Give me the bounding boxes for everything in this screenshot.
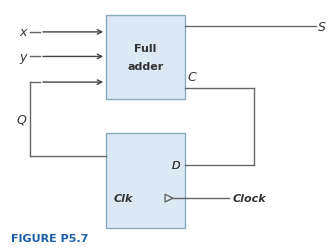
Text: Clock: Clock — [233, 193, 266, 203]
Text: y: y — [19, 51, 27, 64]
Text: Clk: Clk — [114, 193, 133, 203]
Text: Q: Q — [16, 113, 27, 126]
Text: C: C — [188, 71, 197, 84]
Text: S: S — [318, 21, 325, 34]
Text: x: x — [19, 26, 27, 39]
Bar — [106, 16, 185, 100]
Bar — [106, 134, 185, 228]
Text: FIGURE P5.7: FIGURE P5.7 — [11, 233, 88, 243]
Text: Full: Full — [134, 44, 157, 54]
Text: D: D — [172, 160, 181, 170]
Text: adder: adder — [127, 62, 164, 72]
Text: D: D — [172, 160, 181, 170]
